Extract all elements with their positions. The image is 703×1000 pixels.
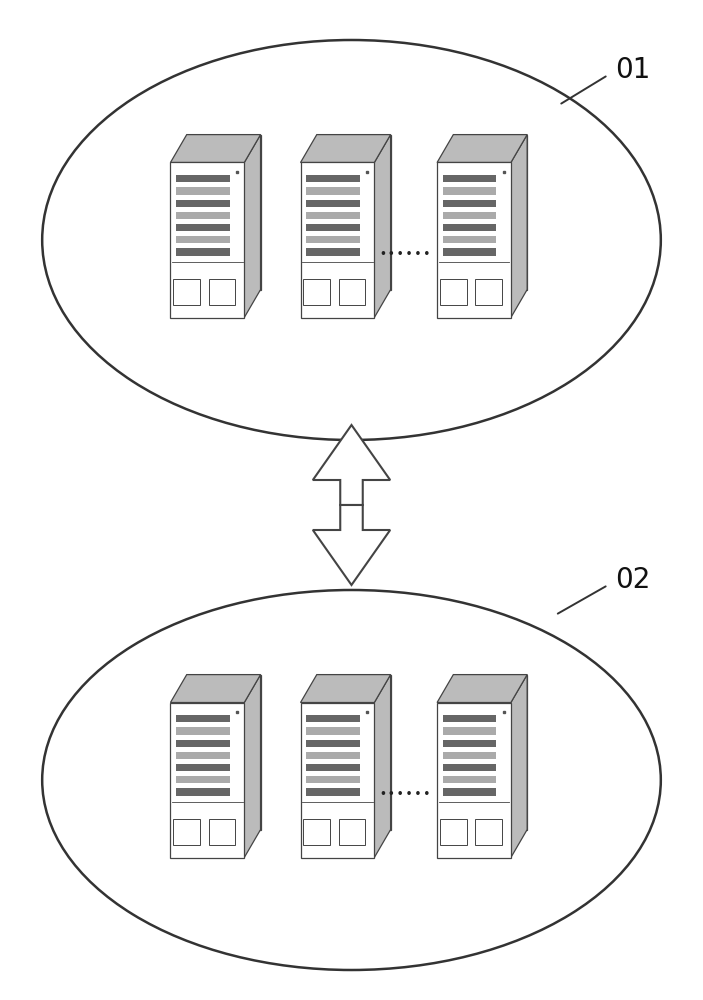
Bar bbox=[176, 788, 229, 796]
Bar bbox=[437, 162, 511, 318]
Polygon shape bbox=[245, 135, 261, 318]
Polygon shape bbox=[301, 675, 391, 702]
Bar bbox=[307, 187, 360, 195]
Bar bbox=[209, 279, 236, 305]
Bar bbox=[307, 788, 360, 796]
Bar bbox=[443, 776, 496, 783]
Bar bbox=[176, 175, 229, 182]
Bar bbox=[187, 135, 261, 290]
Bar bbox=[307, 727, 360, 735]
Bar bbox=[176, 740, 229, 747]
Bar bbox=[443, 752, 496, 759]
Bar bbox=[301, 702, 374, 857]
Text: ......: ...... bbox=[378, 774, 432, 801]
Bar bbox=[437, 702, 511, 857]
Ellipse shape bbox=[42, 590, 661, 970]
Text: ......: ...... bbox=[378, 234, 432, 261]
Bar bbox=[443, 727, 496, 735]
Bar bbox=[307, 212, 360, 219]
Bar bbox=[443, 212, 496, 219]
Bar bbox=[443, 248, 496, 256]
Bar bbox=[443, 187, 496, 195]
Bar bbox=[339, 279, 366, 305]
Bar bbox=[307, 224, 360, 231]
Polygon shape bbox=[170, 135, 261, 162]
Polygon shape bbox=[437, 135, 527, 162]
Bar bbox=[443, 715, 496, 722]
Bar bbox=[307, 248, 360, 256]
Text: 01: 01 bbox=[615, 56, 650, 84]
Bar bbox=[307, 764, 360, 771]
Polygon shape bbox=[170, 675, 261, 702]
Bar bbox=[307, 752, 360, 759]
Bar bbox=[170, 162, 245, 318]
Bar bbox=[176, 776, 229, 783]
Bar bbox=[176, 752, 229, 759]
Bar bbox=[174, 819, 200, 845]
Polygon shape bbox=[511, 675, 527, 857]
Bar bbox=[307, 715, 360, 722]
Text: 02: 02 bbox=[615, 566, 650, 594]
Bar bbox=[176, 764, 229, 771]
Bar bbox=[187, 675, 261, 830]
Polygon shape bbox=[437, 675, 527, 702]
Bar bbox=[443, 764, 496, 771]
Bar bbox=[176, 200, 229, 207]
Polygon shape bbox=[374, 675, 391, 857]
Bar bbox=[440, 819, 467, 845]
Bar bbox=[453, 675, 527, 830]
Bar bbox=[317, 135, 391, 290]
Bar bbox=[176, 715, 229, 722]
Bar bbox=[443, 788, 496, 796]
Bar bbox=[176, 248, 229, 256]
Bar bbox=[307, 200, 360, 207]
Bar bbox=[443, 200, 496, 207]
Bar bbox=[475, 819, 502, 845]
Bar bbox=[440, 279, 467, 305]
Bar bbox=[176, 187, 229, 195]
Bar bbox=[174, 279, 200, 305]
Bar bbox=[304, 279, 330, 305]
Bar bbox=[176, 727, 229, 735]
Ellipse shape bbox=[42, 40, 661, 440]
Bar bbox=[475, 279, 502, 305]
Bar bbox=[307, 776, 360, 783]
Bar bbox=[170, 702, 245, 857]
Bar bbox=[301, 162, 374, 318]
Polygon shape bbox=[511, 135, 527, 318]
Polygon shape bbox=[313, 505, 390, 585]
Bar bbox=[453, 135, 527, 290]
Polygon shape bbox=[374, 135, 391, 318]
Bar bbox=[176, 212, 229, 219]
Bar bbox=[443, 236, 496, 243]
Bar bbox=[176, 224, 229, 231]
Bar bbox=[176, 236, 229, 243]
Polygon shape bbox=[301, 135, 391, 162]
Polygon shape bbox=[313, 425, 390, 505]
Bar bbox=[307, 740, 360, 747]
Bar bbox=[317, 675, 391, 830]
Bar bbox=[307, 236, 360, 243]
Bar bbox=[307, 175, 360, 182]
Bar bbox=[443, 224, 496, 231]
Bar bbox=[443, 175, 496, 182]
Bar bbox=[209, 819, 236, 845]
Bar bbox=[339, 819, 366, 845]
Bar bbox=[443, 740, 496, 747]
Bar bbox=[304, 819, 330, 845]
Polygon shape bbox=[245, 675, 261, 857]
